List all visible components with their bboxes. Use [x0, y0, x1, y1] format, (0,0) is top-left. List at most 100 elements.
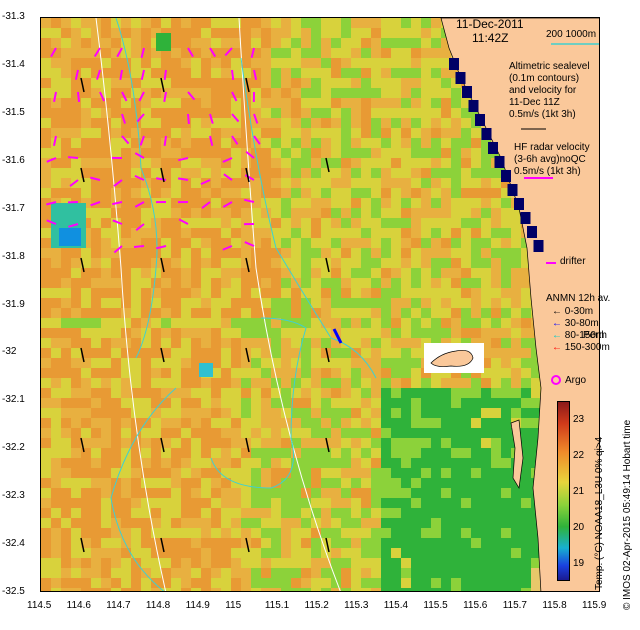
colorbar-tick-label: 21: [573, 486, 585, 497]
colorbar-tick-label: 23: [573, 414, 585, 425]
x-tick-label: 114.8: [145, 600, 171, 611]
colorbar-tick-label: 20: [573, 522, 585, 533]
argo-float-marker: [551, 375, 561, 385]
x-tick-label: 114.7: [106, 600, 131, 611]
radar-arrow: [46, 157, 57, 163]
radar-arrow: [156, 245, 167, 250]
alt-legend-line: (0.1m contours): [509, 73, 580, 84]
radar-arrow: [138, 91, 145, 102]
velocity-arrow: [160, 537, 165, 553]
velocity-arrow: [325, 437, 330, 453]
y-tick-label: -31.6: [2, 154, 25, 166]
anmn-mooring-arrow: [332, 328, 343, 344]
radar-arrow: [253, 135, 261, 145]
anmn-legend-label: 30-80m: [564, 318, 599, 329]
colorbar-label: Temp. (°C) NOAA18_L3U 0% qi>4: [594, 436, 605, 590]
radar-arrow: [134, 174, 145, 181]
y-tick-label: -32.3: [2, 490, 25, 502]
x-tick-label: 115.3: [344, 600, 369, 611]
temperature-colorbar: [557, 401, 570, 581]
x-tick-label: 115.1: [264, 600, 290, 611]
radar-arrow: [224, 47, 233, 57]
velocity-arrow: [160, 167, 165, 183]
radar-arrow: [209, 113, 214, 124]
anmn-legend-item: ← 80-150m: [552, 330, 604, 341]
radar-arrow: [140, 69, 145, 80]
alt-legend-line: 0.5m/s (1kt 3h): [509, 109, 576, 120]
radar-arrow: [209, 47, 217, 58]
radar-arrow: [69, 179, 79, 187]
radar-arrow: [113, 245, 123, 254]
radar-arrow: [187, 47, 194, 58]
radar-arrow: [139, 135, 145, 146]
x-tick-label: 115.6: [463, 600, 488, 611]
radar-arrow: [53, 91, 57, 103]
velocity-arrow: [80, 437, 85, 453]
y-tick-label: -31.8: [2, 250, 25, 262]
radar-arrow: [135, 223, 145, 232]
rottnest-island: [430, 349, 474, 367]
radar-arrow: [136, 113, 145, 123]
sst-map-canvas: [41, 18, 599, 591]
radar-arrow: [178, 218, 189, 225]
radar-arrow: [67, 156, 79, 159]
perth-label: Perth: [583, 330, 607, 341]
radar-arrow: [77, 91, 81, 103]
radar-arrow: [178, 157, 189, 162]
radar-arrow: [222, 157, 233, 163]
sst-map[interactable]: [40, 17, 600, 592]
radar-arrow: [140, 47, 145, 58]
radar-arrow: [93, 47, 101, 58]
anmn-legend-item: ← 0-30m: [552, 306, 593, 317]
velocity-arrow: [80, 257, 85, 273]
radar-arrow: [244, 174, 255, 181]
velocity-arrow: [80, 537, 85, 553]
radar-arrow: [74, 69, 79, 80]
hf-legend-line: HF radar velocity: [514, 142, 590, 153]
y-tick-label: -32.5: [2, 586, 25, 597]
radar-arrow: [121, 91, 128, 102]
y-tick-label: -31.3: [2, 11, 25, 22]
radar-arrow: [133, 245, 145, 248]
velocity-arrow: [160, 437, 165, 453]
small-blue-patch: [199, 363, 213, 377]
velocity-arrow: [80, 347, 85, 363]
radar-arrow: [112, 219, 123, 225]
velocity-arrow: [325, 257, 330, 273]
argo-label: Argo: [565, 375, 587, 386]
anmn-legend-item: ← 150-300m: [552, 342, 610, 353]
radar-arrow: [113, 179, 123, 187]
y-tick-label: -32.2: [2, 442, 25, 454]
velocity-arrow: [245, 537, 250, 553]
velocity-arrow: [160, 77, 165, 93]
radar-arrow: [231, 135, 239, 145]
radar-arrow: [134, 201, 145, 208]
radar-arrow: [253, 69, 258, 80]
radar-arrow: [90, 176, 101, 181]
x-tick-label: 114.5: [27, 600, 52, 611]
radar-arrow: [231, 69, 235, 81]
radar-arrow: [163, 135, 167, 147]
velocity-arrow: [160, 347, 165, 363]
radar-arrow: [121, 135, 130, 145]
garden-island: [510, 419, 524, 490]
x-tick-label: 115.8: [542, 600, 567, 611]
blue-patch: [59, 228, 81, 246]
anmn-legend-arrow-icon: ←: [552, 330, 565, 341]
velocity-arrow: [325, 157, 330, 173]
x-tick-label: 115.9: [582, 600, 607, 611]
drifter-label: drifter: [560, 256, 586, 267]
radar-arrow: [163, 91, 167, 103]
radar-arrow: [50, 47, 57, 58]
radar-arrow: [223, 173, 233, 181]
radar-arrow: [222, 201, 233, 208]
velocity-arrow: [325, 537, 330, 553]
y-tick-label: -31.9: [2, 298, 25, 310]
radar-arrow: [187, 113, 190, 125]
radar-arrow: [155, 177, 167, 181]
radar-arrow: [209, 135, 214, 146]
radar-arrow: [119, 69, 123, 81]
y-tick-label: -32.4: [2, 538, 25, 550]
x-tick-label: 115.7: [502, 600, 527, 611]
velocity-arrow: [160, 257, 165, 273]
